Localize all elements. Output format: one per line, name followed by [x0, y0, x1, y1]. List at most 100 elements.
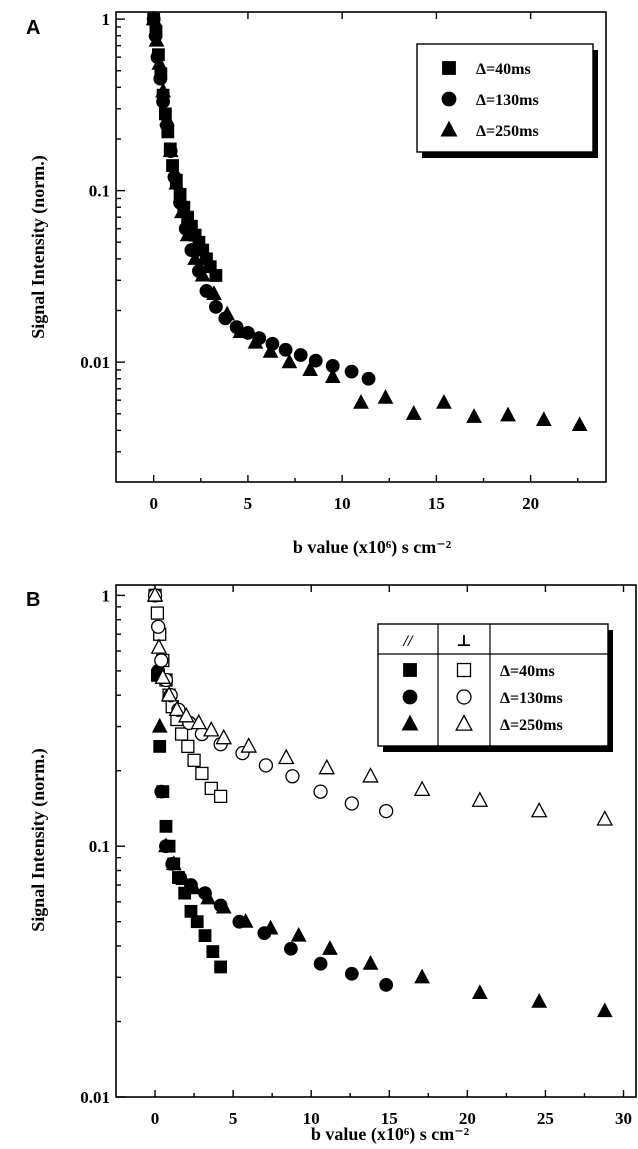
point-b-1-14: [379, 977, 394, 992]
marks-b: [146, 586, 614, 1018]
legend-marker-open-b-2: [455, 714, 473, 731]
point-b-0-12: [206, 945, 220, 958]
x-tick-label-b-3: 15: [381, 1109, 398, 1128]
point-b-3-9: [181, 739, 195, 754]
legend-marker-a-2: [440, 120, 458, 137]
legend-label-b-0: Δ=40ms: [500, 663, 555, 680]
point-a-2-16: [281, 353, 298, 369]
point-a-2-9: [187, 250, 204, 265]
legend-marker-open-b-0: [456, 662, 472, 678]
x-tick-label-b-4: 20: [459, 1109, 476, 1128]
point-b-5-4: [168, 700, 186, 717]
point-a-1-3: [153, 71, 168, 86]
ticks-b: 0 5 10 15 20 25 30 1 0.1 0.01: [80, 585, 632, 1128]
x-axis-label-b: b value (x10⁶) s cm⁻²: [311, 1124, 469, 1145]
legend-box-b: [377, 623, 609, 747]
x-tick-label-b-6: 30: [615, 1109, 632, 1128]
point-b-4-14: [379, 803, 394, 819]
legend-header-parallel-b: //: [403, 633, 414, 650]
point-b-2-4: [175, 870, 192, 886]
point-b-2-10: [290, 926, 307, 942]
point-a-1-21: [308, 353, 323, 368]
point-a-2-14: [247, 333, 264, 349]
point-b-1-12: [313, 956, 328, 971]
legend-a: Δ=40ms Δ=130ms Δ=250ms: [416, 43, 598, 158]
point-a-2-7: [174, 203, 190, 219]
legend-header-perp-b: ⊥: [456, 633, 471, 650]
point-a-2-26: [571, 416, 588, 432]
point-b-1-13: [344, 966, 359, 981]
point-b-3-1: [150, 606, 165, 620]
point-a-0-19: [209, 269, 223, 282]
y-axis-label-a: Signal Intensity (norm.): [28, 155, 49, 339]
panel-letter-b: B: [26, 589, 40, 611]
legend-label-b-2: Δ=250ms: [500, 717, 563, 734]
legend-b: // ⊥ Δ=40ms Δ=130ms Δ=250ms: [377, 623, 613, 752]
legend-marker-a-0: [442, 61, 456, 75]
ticks-a: 0 5 10 15 20 1 0.1 0.01: [80, 10, 579, 513]
point-b-0-11: [198, 929, 212, 943]
point-b-5-1: [150, 638, 168, 654]
y-tick-label-a-0: 1: [102, 10, 111, 29]
y-tick-label-b-2: 0.01: [80, 1088, 110, 1107]
point-b-3-8: [174, 727, 189, 741]
point-b-5-0: [146, 586, 164, 602]
point-a-1-19: [278, 342, 293, 357]
x-axis-label-a: b value (x10⁶) s cm⁻²: [293, 537, 451, 558]
point-a-2-5: [162, 142, 179, 158]
point-b-0-2: [153, 739, 167, 753]
point-b-2-7: [215, 898, 232, 914]
y-tick-label-b-1: 0.1: [89, 837, 110, 856]
point-a-2-24: [500, 406, 516, 422]
x-tick-label-b-5: 25: [537, 1109, 554, 1128]
point-a-2-22: [436, 394, 452, 409]
plot-frame-a: [115, 11, 607, 483]
point-b-5-3: [160, 685, 178, 702]
point-b-1-2: [154, 784, 169, 799]
x-tick-label-b-0: 0: [151, 1109, 160, 1128]
point-a-2-13: [232, 323, 249, 338]
plot-frame-b: [115, 584, 637, 1098]
point-b-2-16: [596, 1002, 613, 1018]
panel-letter-a: A: [26, 17, 40, 39]
point-b-4-2: [154, 653, 169, 668]
point-b-5-13: [413, 780, 431, 797]
point-b-2-2: [158, 837, 174, 853]
y-axis-label-b: Signal Intensity (norm.): [28, 748, 49, 932]
x-tick-label-b-1: 5: [229, 1109, 238, 1128]
point-a-1-13: [208, 299, 223, 314]
y-tick-label-b-0: 1: [102, 586, 111, 605]
point-a-2-8: [179, 226, 196, 242]
point-b-2-8: [237, 913, 254, 928]
legend-marker-filled-b-1: [402, 689, 418, 705]
point-a-2-0: [145, 10, 162, 26]
legend-marker-a-1: [441, 91, 457, 107]
point-b-4-10: [258, 758, 274, 773]
point-a-1-20: [293, 348, 308, 362]
point-b-2-14: [471, 984, 488, 999]
point-b-2-5: [186, 879, 202, 895]
point-b-2-6: [200, 889, 216, 905]
point-a-2-1: [148, 31, 165, 47]
point-b-5-15: [530, 801, 548, 818]
point-a-2-10: [194, 266, 211, 282]
point-b-0-10: [190, 915, 204, 929]
point-a-2-3: [155, 82, 171, 98]
point-b-5-16: [596, 810, 614, 826]
point-b-5-14: [471, 791, 489, 807]
point-a-2-17: [302, 361, 318, 377]
panel-a: A Signal Intensity (norm.) b value (x10⁶…: [26, 10, 607, 558]
x-tick-label-a-1: 5: [244, 494, 253, 513]
point-b-5-12: [362, 767, 379, 783]
point-b-2-11: [322, 940, 338, 955]
point-b-5-10: [277, 748, 295, 765]
point-a-2-21: [405, 405, 422, 420]
point-b-4-13: [344, 796, 359, 811]
point-b-4-11: [285, 769, 300, 784]
point-a-2-2: [151, 54, 168, 70]
point-b-5-6: [190, 713, 208, 730]
legend-marker-open-b-1: [456, 689, 472, 705]
point-b-2-9: [262, 919, 279, 935]
point-a-2-4: [159, 110, 175, 126]
point-a-2-19: [353, 394, 369, 409]
